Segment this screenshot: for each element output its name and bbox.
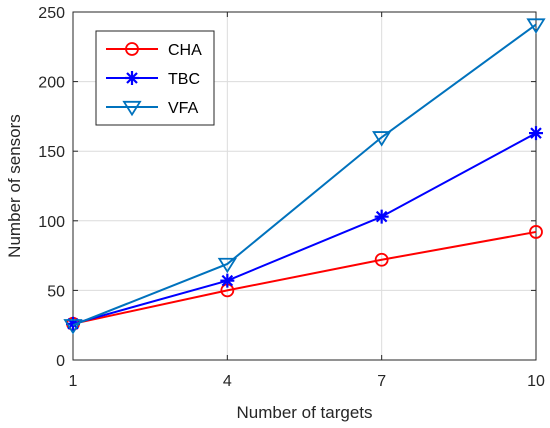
plot-frame: [72, 11, 537, 361]
series-tbc: [66, 126, 543, 331]
series-cha: [66, 225, 543, 331]
x-tick-label: 1: [69, 373, 78, 390]
legend-label: VFA: [168, 100, 199, 117]
data-point-triangle: [526, 18, 546, 34]
y-tick-label: 250: [38, 5, 65, 22]
data-point-asterisk: [529, 126, 543, 141]
y-tick-label: 50: [47, 283, 65, 300]
legend-item: VFA: [106, 100, 199, 117]
y-tick-label: 100: [38, 214, 65, 231]
data-point-circle: [374, 252, 389, 267]
series-layer: [63, 18, 546, 335]
legend-label: CHA: [168, 42, 202, 59]
series-line: [72, 132, 537, 325]
series-line: [72, 23, 537, 327]
series-line: [72, 230, 537, 325]
x-tick-label: 10: [527, 373, 545, 390]
x-axis-label: Number of targets: [236, 403, 372, 422]
data-point-asterisk: [125, 71, 139, 85]
legend-label: TBC: [168, 71, 200, 88]
legend-item: CHA: [106, 42, 202, 59]
y-tick-label: 200: [38, 75, 65, 92]
x-tick-label: 4: [223, 373, 232, 390]
series-vfa: [63, 18, 546, 335]
y-tick-label: 150: [38, 144, 65, 161]
y-axis-label: Number of sensors: [5, 114, 24, 258]
data-point-circle: [529, 225, 543, 239]
data-point-triangle: [372, 131, 392, 147]
data-point-asterisk: [220, 273, 235, 288]
legend: CHA TBC VFA: [95, 30, 215, 126]
data-point-circle: [125, 42, 139, 56]
data-point-triangle: [122, 100, 142, 117]
legend-item: TBC: [106, 71, 200, 88]
x-tick-label: 7: [377, 373, 386, 390]
data-point-triangle: [217, 257, 237, 274]
data-point-triangle: [63, 319, 83, 335]
y-tick-label: 0: [56, 353, 65, 370]
data-point-asterisk: [374, 209, 389, 224]
